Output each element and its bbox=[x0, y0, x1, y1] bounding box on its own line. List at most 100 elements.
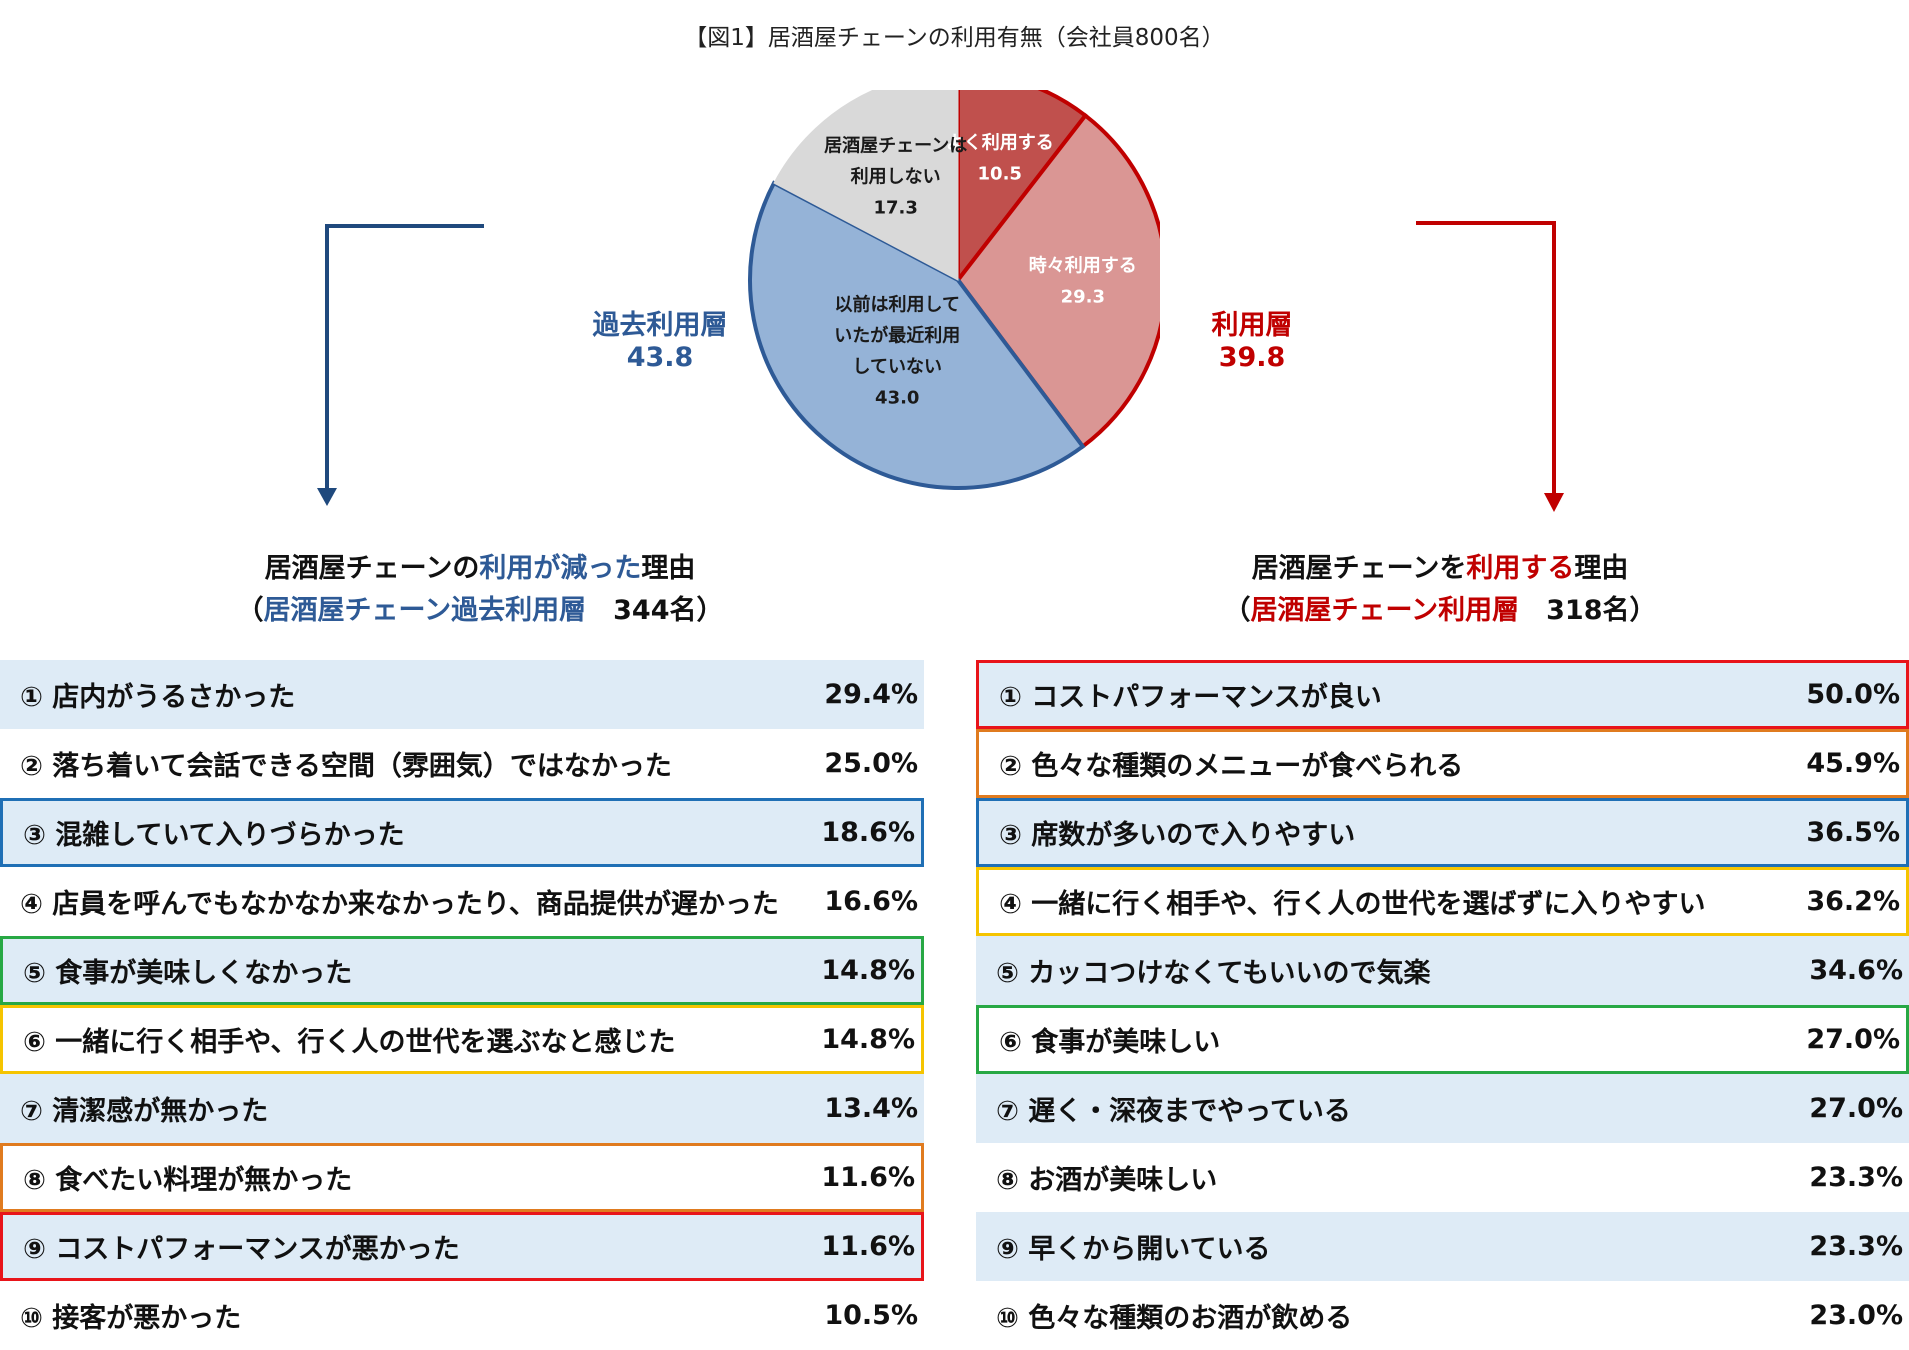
reason-value: 45.9% bbox=[1806, 748, 1900, 779]
decline-reason-row: ② 落ち着いて会話できる空間（雰囲気）ではなかった 25.0% bbox=[0, 729, 924, 798]
reason-value: 18.6% bbox=[821, 817, 915, 848]
reason-label: ④ 店員を呼んでもなかなか来なかったり、商品提供が遅かった bbox=[20, 889, 779, 920]
user-group-label: 利用層 39.8 bbox=[1152, 310, 1352, 374]
usage-reason-row: ⑧ お酒が美味しい 23.3% bbox=[976, 1143, 1909, 1212]
reason-value: 23.0% bbox=[1809, 1300, 1903, 1331]
left-arrow-head bbox=[317, 488, 337, 506]
reason-label: ② 色々な種類のメニューが食べられる bbox=[999, 751, 1464, 782]
pie-slice-label: 以前は利用して bbox=[835, 294, 960, 316]
left-title-part: 理由 bbox=[641, 553, 696, 584]
left-title-line2: （居酒屋チェーン過去利用層 344名） bbox=[160, 590, 800, 632]
usage-reason-row: ① コストパフォーマンスが良い 50.0% bbox=[976, 660, 1909, 729]
usage-reason-row: ③ 席数が多いので入りやすい 36.5% bbox=[976, 798, 1909, 867]
reason-label: ④ 一緒に行く相手や、行く人の世代を選ばずに入りやすい bbox=[999, 889, 1706, 920]
decline-reason-row: ③ 混雑していて入りづらかった 18.6% bbox=[0, 798, 924, 867]
usage-reason-row: ⑩ 色々な種類のお酒が飲める 23.0% bbox=[976, 1281, 1909, 1350]
decline-reason-row: ④ 店員を呼んでもなかなか来なかったり、商品提供が遅かった 16.6% bbox=[0, 867, 924, 936]
pie-slice-label: 10.5 bbox=[978, 163, 1022, 184]
usage-reason-row: ⑦ 遅く・深夜までやっている 27.0% bbox=[976, 1074, 1909, 1143]
usage-reason-row: ② 色々な種類のメニューが食べられる 45.9% bbox=[976, 729, 1909, 798]
right-title-highlight: 居酒屋チェーン利用層 bbox=[1250, 595, 1520, 626]
past-user-group-label: 過去利用層 43.8 bbox=[560, 310, 760, 374]
reason-value: 29.4% bbox=[824, 679, 918, 710]
reason-label: ① コストパフォーマンスが良い bbox=[999, 682, 1382, 713]
left-title-highlight: 利用が減った bbox=[479, 553, 642, 584]
usage-reason-row: ⑨ 早くから開いている 23.3% bbox=[976, 1212, 1909, 1281]
reason-label: ⑤ カッコつけなくてもいいので気楽 bbox=[996, 958, 1431, 989]
right-arrow-head bbox=[1544, 493, 1564, 512]
reason-value: 16.6% bbox=[824, 886, 918, 917]
reason-value: 23.3% bbox=[1809, 1231, 1903, 1262]
reason-label: ⑩ 接客が悪かった bbox=[20, 1303, 242, 1334]
reason-value: 36.5% bbox=[1806, 817, 1900, 848]
pie-slice-label: 43.0 bbox=[875, 388, 919, 409]
reason-value: 13.4% bbox=[824, 1093, 918, 1124]
reason-label: ⑤ 食事が美味しくなかった bbox=[23, 958, 353, 989]
pie-slice-label: よく利用する bbox=[946, 131, 1054, 153]
left-title-line1: 居酒屋チェーンの利用が減った理由 bbox=[160, 548, 800, 590]
reason-value: 11.6% bbox=[821, 1231, 915, 1262]
decline-reason-row: ⑤ 食事が美味しくなかった 14.8% bbox=[0, 936, 924, 1005]
right-connector-line bbox=[1416, 221, 1556, 495]
usage-reason-row: ⑥ 食事が美味しい 27.0% bbox=[976, 1005, 1909, 1074]
reason-label: ⑨ 早くから開いている bbox=[996, 1234, 1271, 1265]
pie-slice-label: 29.3 bbox=[1061, 286, 1105, 307]
use-group-name: 利用層 bbox=[1211, 310, 1293, 341]
reason-value: 50.0% bbox=[1806, 679, 1900, 710]
reason-value: 14.8% bbox=[821, 1024, 915, 1055]
reason-label: ③ 席数が多いので入りやすい bbox=[999, 820, 1356, 851]
right-section-title: 居酒屋チェーンを利用する理由 （居酒屋チェーン利用層 318名） bbox=[1120, 548, 1760, 632]
reason-label: ① 店内がうるさかった bbox=[20, 682, 296, 713]
pie-slice-label: いたが最近利用 bbox=[834, 325, 960, 347]
decline-reason-row: ⑩ 接客が悪かった 10.5% bbox=[0, 1281, 924, 1350]
reason-value: 34.6% bbox=[1809, 955, 1903, 986]
left-title-part: 居酒屋チェーンの bbox=[264, 553, 480, 584]
past-group-value: 43.8 bbox=[626, 342, 694, 373]
pie-slice bbox=[955, 112, 1160, 450]
reason-label: ⑥ 一緒に行く相手や、行く人の世代を選ぶなと感じた bbox=[23, 1027, 676, 1058]
decline-reason-row: ⑦ 清潔感が無かった 13.4% bbox=[0, 1074, 924, 1143]
decline-reason-row: ⑨ コストパフォーマンスが悪かった 11.6% bbox=[0, 1212, 924, 1281]
reason-label: ⑩ 色々な種類のお酒が飲める bbox=[996, 1303, 1353, 1334]
reason-value: 25.0% bbox=[824, 748, 918, 779]
reason-label: ③ 混雑していて入りづらかった bbox=[23, 820, 405, 851]
pie-slice-label: 17.3 bbox=[873, 198, 917, 219]
right-title-highlight: 利用する bbox=[1466, 553, 1575, 584]
pie-slice-label: していない bbox=[853, 357, 942, 378]
right-title-part: 理由 bbox=[1574, 553, 1629, 584]
left-title-part: （ bbox=[236, 595, 264, 626]
reason-value: 10.5% bbox=[824, 1300, 918, 1331]
reason-label: ⑧ お酒が美味しい bbox=[996, 1165, 1218, 1196]
left-title-highlight: 居酒屋チェーン過去利用層 bbox=[263, 595, 587, 626]
left-section-title: 居酒屋チェーンの利用が減った理由 （居酒屋チェーン過去利用層 344名） bbox=[160, 548, 800, 632]
decline-reasons-list: ① 店内がうるさかった 29.4% ② 落ち着いて会話できる空間（雰囲気）ではなか… bbox=[0, 660, 924, 1350]
left-title-part: 344名） bbox=[586, 595, 724, 626]
figure-title: 【図1】居酒屋チェーンの利用有無（会社員800名） bbox=[684, 25, 1225, 51]
pie-slice bbox=[956, 90, 1089, 286]
decline-reason-row: ① 店内がうるさかった 29.4% bbox=[0, 660, 924, 729]
reason-label: ② 落ち着いて会話できる空間（雰囲気）ではなかった bbox=[20, 751, 672, 782]
reason-label: ⑦ 遅く・深夜までやっている bbox=[996, 1096, 1351, 1127]
right-title-part: 居酒屋チェーンを bbox=[1251, 553, 1467, 584]
usage-reasons-list: ① コストパフォーマンスが良い 50.0% ② 色々な種類のメニューが食べられる 4… bbox=[976, 660, 1909, 1350]
right-title-line1: 居酒屋チェーンを利用する理由 bbox=[1120, 548, 1760, 590]
reason-value: 27.0% bbox=[1806, 1024, 1900, 1055]
pie-slice-label: 居酒屋チェーンは bbox=[824, 135, 967, 157]
reason-label: ⑦ 清潔感が無かった bbox=[20, 1096, 269, 1127]
right-title-part: （ bbox=[1223, 595, 1251, 626]
reason-label: ⑥ 食事が美味しい bbox=[999, 1027, 1221, 1058]
usage-reason-row: ④ 一緒に行く相手や、行く人の世代を選ばずに入りやすい 36.2% bbox=[976, 867, 1909, 936]
reason-value: 36.2% bbox=[1806, 886, 1900, 917]
reason-value: 11.6% bbox=[821, 1162, 915, 1193]
reason-label: ⑧ 食べたい料理が無かった bbox=[23, 1165, 353, 1196]
usage-reason-row: ⑤ カッコつけなくてもいいので気楽 34.6% bbox=[976, 936, 1909, 1005]
decline-reason-row: ⑧ 食べたい料理が無かった 11.6% bbox=[0, 1143, 924, 1212]
past-group-name: 過去利用層 bbox=[592, 310, 728, 341]
pie-slice-label: 時々利用する bbox=[1029, 254, 1137, 276]
left-connector-line bbox=[325, 224, 484, 490]
use-group-value: 39.8 bbox=[1218, 342, 1286, 373]
reason-value: 14.8% bbox=[821, 955, 915, 986]
pie-slice bbox=[748, 180, 1086, 490]
right-title-line2: （居酒屋チェーン利用層 318名） bbox=[1120, 590, 1760, 632]
